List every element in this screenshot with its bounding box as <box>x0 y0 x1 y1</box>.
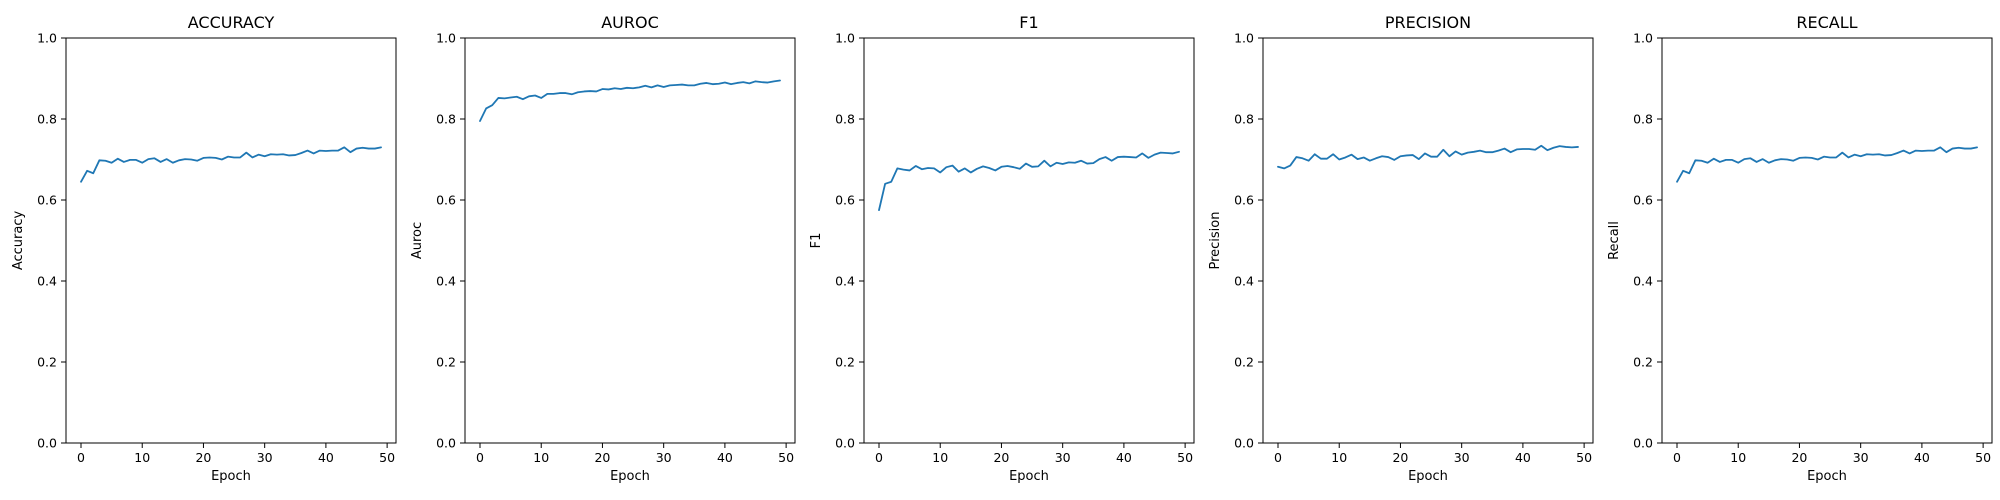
x-tick-label: 50 <box>1975 450 1991 465</box>
chart-panel-recall: 0 10 20 30 40 50 0.0 0.2 0.4 0.6 0.8 1.0 RECALL Epoch… <box>1607 13 1993 484</box>
plot-frame <box>1661 37 1993 444</box>
y-axis-label: Auroc <box>410 222 425 259</box>
y-tick-label: 0.6 <box>1633 193 1653 208</box>
chart-panel-auroc: 0 10 20 30 40 50 0.0 0.2 0.4 0.6 0.8 1.0 AUROC Epoch A… <box>410 13 796 484</box>
y-tick-label: 0.6 <box>1234 193 1254 208</box>
y-tick-label: 1.0 <box>37 31 57 46</box>
y-tick-label: 0.8 <box>37 112 57 127</box>
x-tick-label: 40 <box>1116 450 1132 465</box>
y-tick-label: 0.8 <box>1234 112 1254 127</box>
y-tick-label: 0.4 <box>1234 274 1254 289</box>
x-tick-label: 40 <box>318 450 334 465</box>
y-tick-label: 0.8 <box>835 112 855 127</box>
y-tick-label: 0.6 <box>835 193 855 208</box>
x-tick-label: 40 <box>717 450 733 465</box>
y-tick-label: 0.0 <box>436 436 456 451</box>
x-tick-label: 30 <box>1454 450 1470 465</box>
x-tick-label: 0 <box>1274 450 1282 465</box>
chart-title: AUROC <box>601 13 659 32</box>
chart-title: F1 <box>1019 13 1038 32</box>
x-tick-label: 30 <box>257 450 273 465</box>
chart-panel-precision: 0 10 20 30 40 50 0.0 0.2 0.4 0.6 0.8 1.0 PRECISION Ep… <box>1208 13 1594 484</box>
y-tick-label: 0.8 <box>436 112 456 127</box>
y-tick-label: 0.2 <box>835 355 855 370</box>
y-axis-label: Precision <box>1208 211 1223 269</box>
x-tick-label: 0 <box>77 450 85 465</box>
y-tick-label: 0.4 <box>1633 274 1653 289</box>
x-tick-label: 20 <box>195 450 211 465</box>
x-tick-label: 0 <box>875 450 883 465</box>
plot-frame <box>1262 37 1594 444</box>
series-line <box>1277 144 1579 170</box>
y-tick-label: 0.6 <box>436 193 456 208</box>
series-line <box>479 79 781 122</box>
y-tick-label: 0.4 <box>436 274 456 289</box>
x-tick-label: 30 <box>656 450 672 465</box>
x-tick-label: 50 <box>1177 450 1193 465</box>
x-tick-label: 20 <box>1791 450 1807 465</box>
x-axis-label: Epoch <box>1807 469 1847 484</box>
x-tick-label: 30 <box>1055 450 1071 465</box>
y-tick-label: 0.0 <box>1234 436 1254 451</box>
chart-title: RECALL <box>1796 13 1857 32</box>
x-axis-label: Epoch <box>1009 469 1049 484</box>
x-tick-label: 40 <box>1515 450 1531 465</box>
x-axis-label: Epoch <box>211 469 251 484</box>
x-tick-label: 20 <box>993 450 1009 465</box>
x-tick-label: 10 <box>1730 450 1746 465</box>
y-axis-label: Recall <box>1607 221 1622 260</box>
x-tick-label: 20 <box>1392 450 1408 465</box>
x-axis-label: Epoch <box>1408 469 1448 484</box>
y-tick-label: 0.4 <box>835 274 855 289</box>
y-axis-label: Accuracy <box>11 211 26 271</box>
y-tick-label: 1.0 <box>1234 31 1254 46</box>
y-tick-label: 1.0 <box>1633 31 1653 46</box>
y-tick-label: 0.2 <box>1234 355 1254 370</box>
x-tick-label: 50 <box>379 450 395 465</box>
chart-title: ACCURACY <box>188 13 275 32</box>
y-tick-label: 0.0 <box>1633 436 1653 451</box>
x-tick-label: 30 <box>1853 450 1869 465</box>
y-tick-label: 0.0 <box>835 436 855 451</box>
x-tick-label: 10 <box>932 450 948 465</box>
x-axis-label: Epoch <box>610 469 650 484</box>
x-tick-label: 10 <box>533 450 549 465</box>
series-line <box>1676 146 1978 183</box>
series-line <box>80 146 382 183</box>
y-tick-label: 0.2 <box>37 355 57 370</box>
y-tick-label: 0.0 <box>37 436 57 451</box>
chart-panel-accuracy: 0 10 20 30 40 50 0.0 0.2 0.4 0.6 0.8 1.0 ACCURACY Epo… <box>11 13 397 484</box>
x-tick-label: 10 <box>134 450 150 465</box>
x-tick-label: 50 <box>778 450 794 465</box>
x-tick-label: 10 <box>1331 450 1347 465</box>
plot-frame <box>65 37 397 444</box>
x-tick-label: 20 <box>594 450 610 465</box>
x-tick-label: 0 <box>476 450 484 465</box>
x-tick-label: 40 <box>1914 450 1930 465</box>
y-tick-label: 0.2 <box>1633 355 1653 370</box>
x-tick-label: 0 <box>1673 450 1681 465</box>
series-line <box>878 150 1180 212</box>
y-tick-label: 0.4 <box>37 274 57 289</box>
plot-frame <box>464 37 796 444</box>
y-axis-label: F1 <box>809 233 824 249</box>
y-tick-label: 0.6 <box>37 193 57 208</box>
y-tick-label: 1.0 <box>436 31 456 46</box>
y-tick-label: 1.0 <box>835 31 855 46</box>
y-tick-label: 0.2 <box>436 355 456 370</box>
chart-title: PRECISION <box>1385 13 1471 32</box>
plot-frame <box>863 37 1195 444</box>
y-tick-label: 0.8 <box>1633 112 1653 127</box>
x-tick-label: 50 <box>1576 450 1592 465</box>
chart-panel-f1: 0 10 20 30 40 50 0.0 0.2 0.4 0.6 0.8 1.0 F1 Epoch F1 <box>809 13 1195 484</box>
